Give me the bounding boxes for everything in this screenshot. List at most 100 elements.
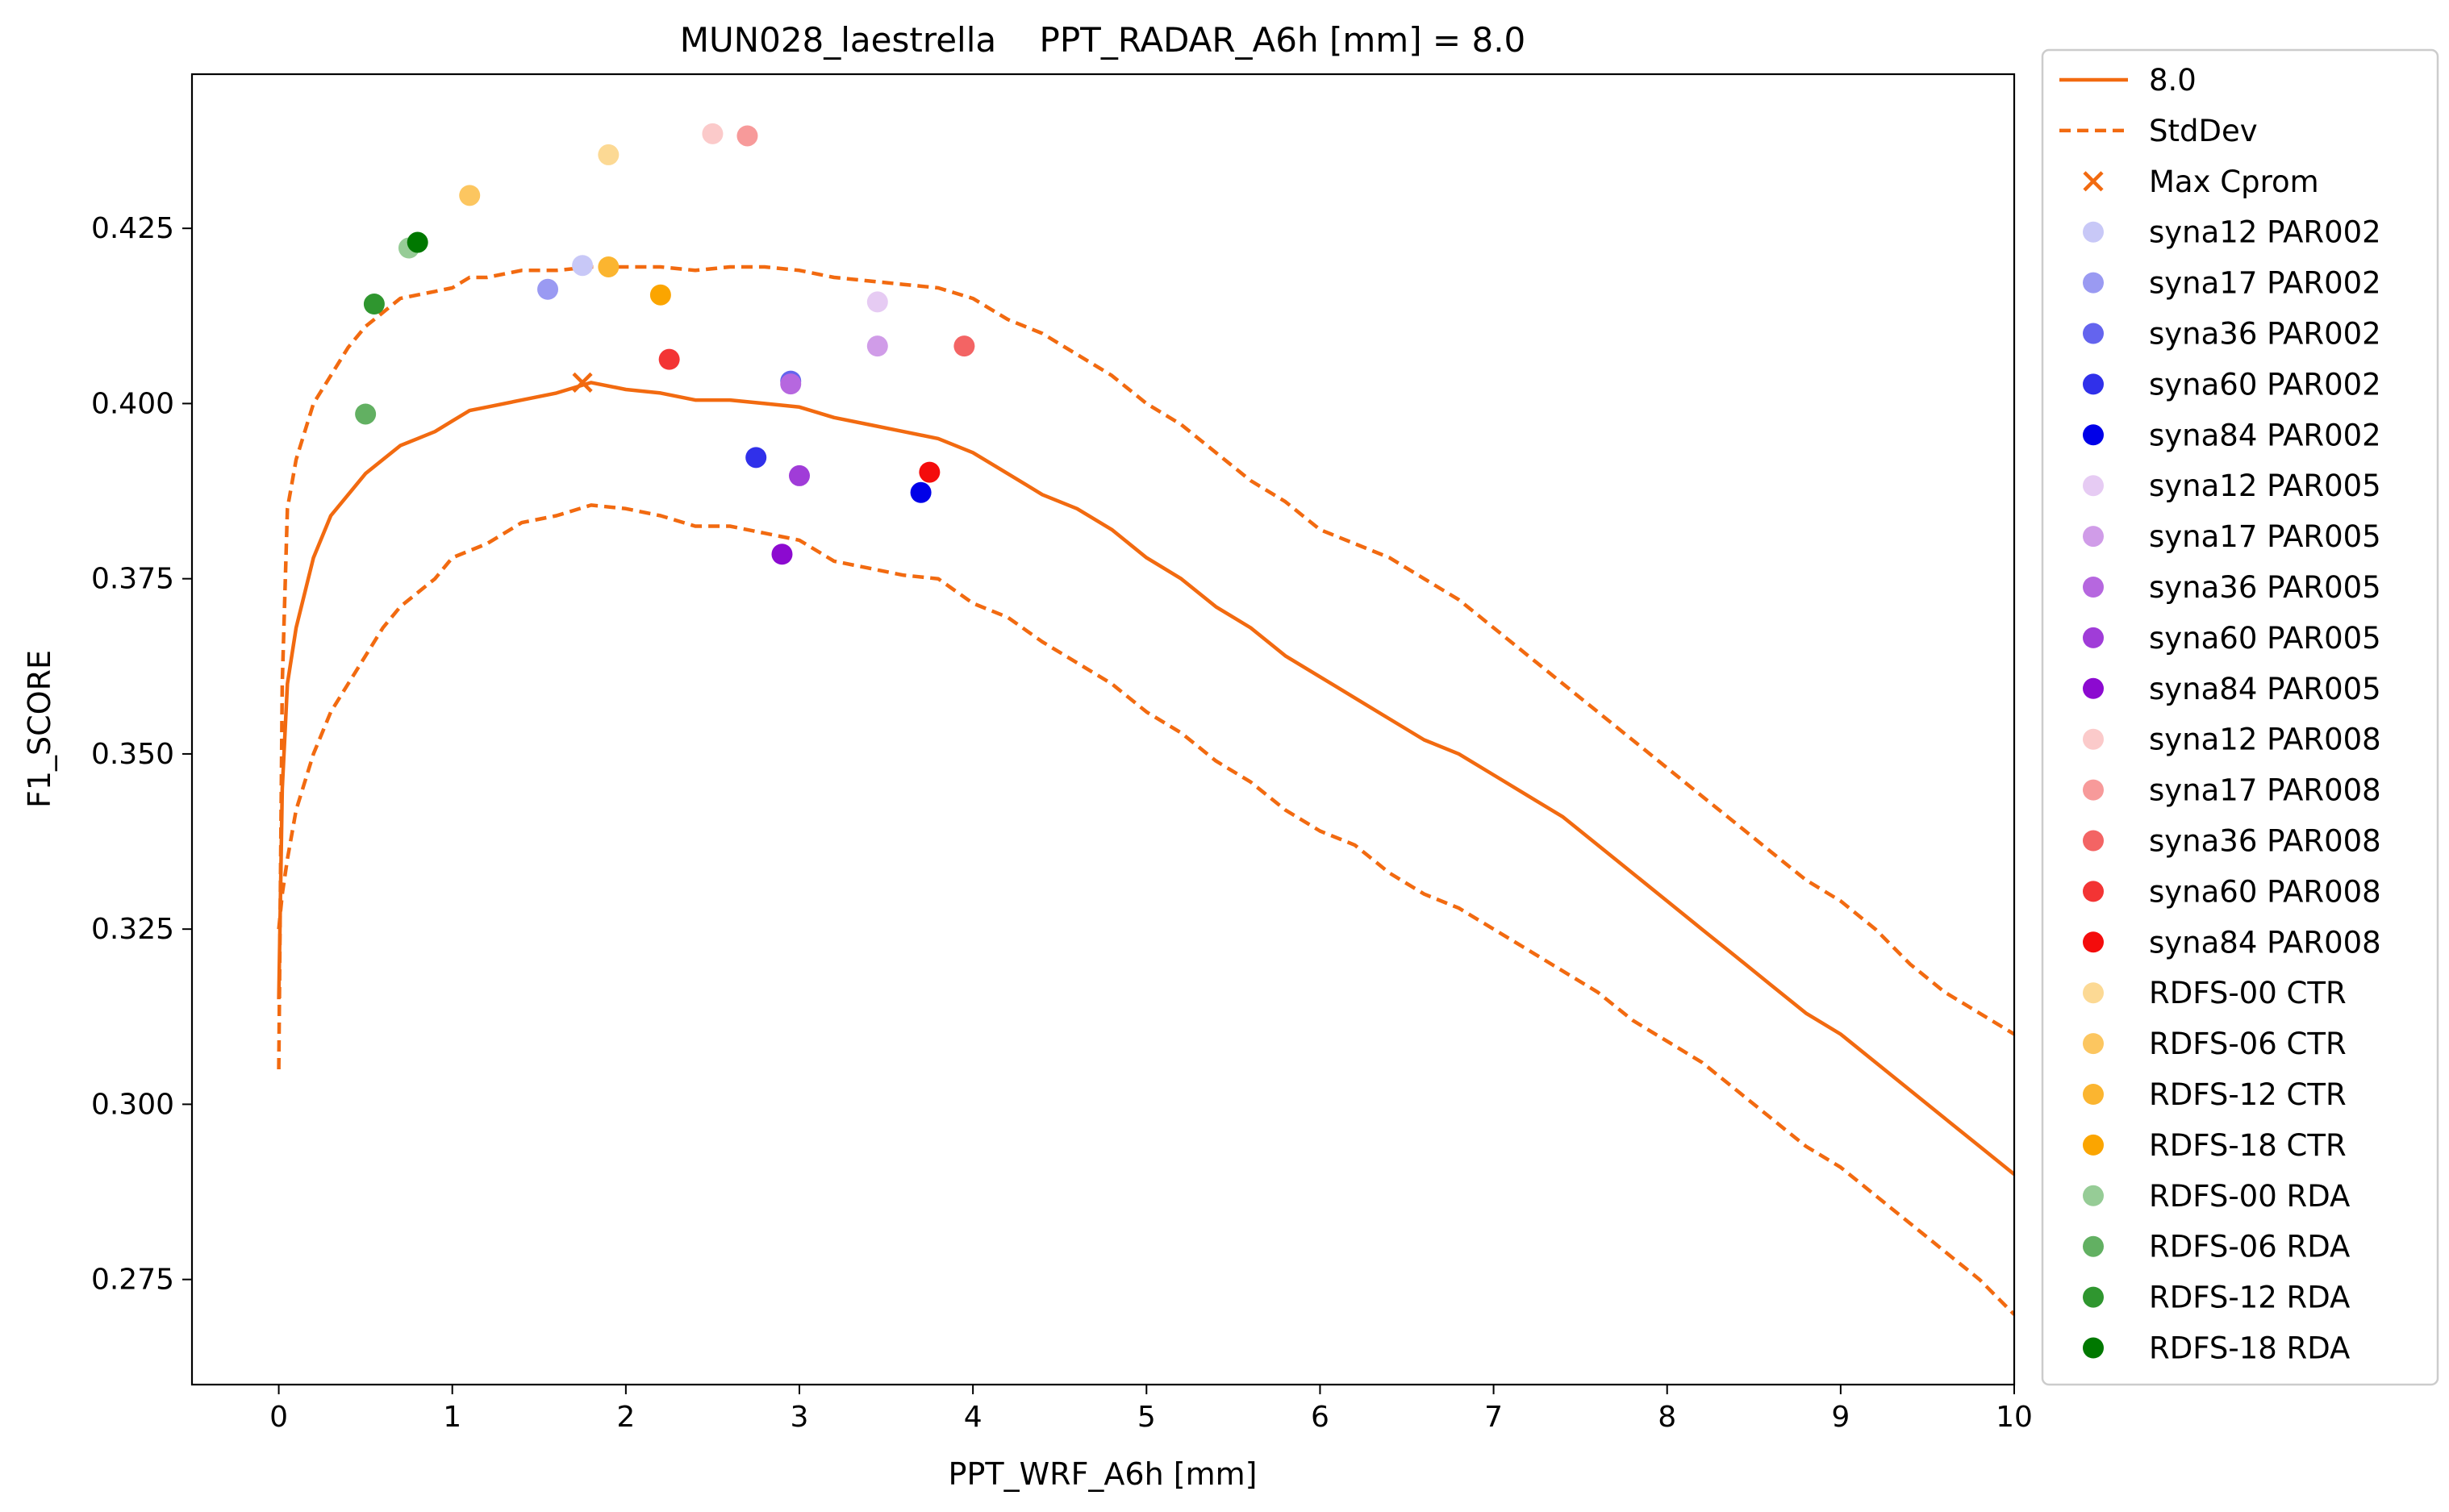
legend-swatch	[2083, 627, 2104, 648]
legend-item: RDFS-12 CTR	[2083, 1077, 2347, 1112]
legend-label: RDFS-12 CTR	[2149, 1077, 2347, 1112]
scatter-point	[953, 335, 975, 357]
legend-swatch	[2083, 1235, 2104, 1257]
legend-item: syna36 PAR002	[2083, 317, 2381, 352]
legend-swatch	[2083, 1185, 2104, 1206]
legend-item: RDFS-00 CTR	[2083, 976, 2347, 1010]
legend-label: syna12 PAR005	[2149, 469, 2381, 503]
legend-item: syna60 PAR002	[2083, 367, 2381, 402]
legend-item: RDFS-00 RDA	[2083, 1179, 2350, 1214]
scatter-point	[572, 255, 594, 277]
legend-item: syna60 PAR005	[2083, 621, 2381, 656]
x-tick-label: 1	[443, 1401, 461, 1434]
legend-item: syna12 PAR002	[2083, 215, 2381, 250]
scatter-point	[745, 447, 767, 469]
legend-swatch	[2083, 171, 2104, 192]
legend-label: RDFS-00 CTR	[2149, 976, 2347, 1010]
legend-item: RDFS-18 CTR	[2083, 1128, 2347, 1163]
legend-label: RDFS-06 CTR	[2149, 1027, 2347, 1061]
legend-swatch	[2083, 728, 2104, 750]
legend-item: syna36 PAR008	[2083, 824, 2381, 859]
legend-item: syna17 PAR008	[2083, 773, 2381, 808]
x-axis-label: PPT_WRF_A6h [mm]	[949, 1456, 1258, 1492]
scatter-point	[919, 461, 941, 483]
legend-item: StdDev	[2059, 114, 2258, 148]
legend-swatch	[2083, 1084, 2104, 1105]
legend-swatch	[2083, 1286, 2104, 1308]
legend-swatch	[2083, 779, 2104, 801]
legend-label: syna84 PAR008	[2149, 925, 2381, 960]
scatter-point	[598, 256, 620, 277]
legend-label: StdDev	[2149, 114, 2258, 148]
stddev-line	[277, 264, 2014, 1070]
y-tick-label: 0.425	[91, 212, 174, 245]
x-tick-label: 5	[1137, 1401, 1156, 1434]
scatter-point	[459, 185, 481, 206]
chart-title: MUN028_laestrella PPT_RADAR_A6h [mm] = 8…	[680, 20, 1526, 60]
legend: 8.0 StdDev Max Cprom syna12 PAR002 syna17 PA…	[2041, 48, 2439, 1386]
y-tick-label: 0.400	[91, 387, 174, 420]
plot-frame	[190, 73, 2016, 1386]
legend-label: syna60 PAR008	[2149, 874, 2381, 909]
legend-label: syna12 PAR002	[2149, 215, 2381, 250]
scatter-point	[537, 278, 559, 300]
y-tick-label: 0.350	[91, 738, 174, 771]
max-cprom-marker	[572, 372, 593, 393]
x-tick-label: 4	[964, 1401, 983, 1434]
scatter-point	[910, 481, 932, 503]
y-tick-label: 0.375	[91, 563, 174, 596]
scatter-point	[598, 144, 620, 165]
legend-item: syna84 PAR005	[2083, 672, 2381, 706]
scatter-point	[736, 125, 758, 147]
legend-item: RDFS-06 CTR	[2083, 1027, 2347, 1061]
legend-item: syna84 PAR008	[2083, 925, 2381, 960]
legend-label: syna36 PAR008	[2149, 824, 2381, 859]
legend-label: syna17 PAR005	[2149, 519, 2381, 554]
legend-label: RDFS-00 RDA	[2149, 1179, 2350, 1214]
legend-swatch	[2083, 830, 2104, 852]
scatter-point	[866, 335, 888, 357]
legend-label: syna17 PAR002	[2149, 266, 2381, 301]
legend-label: RDFS-18 CTR	[2149, 1128, 2347, 1163]
legend-item: 8.0	[2059, 63, 2197, 98]
legend-label: RDFS-18 RDA	[2149, 1331, 2350, 1366]
plot-area	[277, 123, 2014, 1316]
legend-swatch	[2083, 1337, 2104, 1359]
legend-label: RDFS-12 RDA	[2149, 1281, 2350, 1315]
scatter-point	[702, 123, 724, 144]
legend-swatch	[2083, 677, 2104, 699]
legend-label: syna60 PAR002	[2149, 367, 2381, 402]
legend-swatch	[2083, 577, 2104, 598]
x-tick-label: 0	[269, 1401, 288, 1434]
x-tick-label: 9	[1831, 1401, 1850, 1434]
legend-item: syna84 PAR002	[2083, 418, 2381, 452]
legend-swatch	[2083, 526, 2104, 548]
x-tick-label: 3	[791, 1401, 809, 1434]
legend-label: RDFS-06 RDA	[2149, 1230, 2350, 1264]
legend-item: syna36 PAR005	[2083, 570, 2381, 605]
legend-label: syna84 PAR005	[2149, 672, 2381, 706]
legend-swatch	[2083, 424, 2104, 446]
scatter-point	[789, 464, 810, 486]
legend-item: syna12 PAR005	[2083, 469, 2381, 503]
legend-item: syna60 PAR008	[2083, 874, 2381, 909]
legend-label: syna84 PAR002	[2149, 418, 2381, 452]
y-axis-label: F1_SCORE	[22, 650, 57, 808]
legend-frame	[2041, 48, 2439, 1386]
legend-swatch	[2083, 982, 2104, 1004]
legend-item: RDFS-06 RDA	[2083, 1230, 2350, 1264]
legend-label: syna36 PAR002	[2149, 317, 2381, 352]
scatter-point	[658, 348, 680, 370]
mean-line	[277, 381, 2014, 1177]
legend-item: syna17 PAR005	[2083, 519, 2381, 554]
stddev-line	[277, 503, 2014, 1316]
x-tick-label: 2	[616, 1401, 635, 1434]
legend-item: RDFS-18 RDA	[2083, 1331, 2350, 1366]
legend-item: syna12 PAR008	[2083, 723, 2381, 757]
legend-swatch	[2083, 373, 2104, 395]
legend-label: syna36 PAR005	[2149, 570, 2381, 605]
scatter-point	[780, 373, 802, 395]
x-axis: 0 1 2 3 4 5 6 7 8 9 10	[269, 1385, 2033, 1434]
